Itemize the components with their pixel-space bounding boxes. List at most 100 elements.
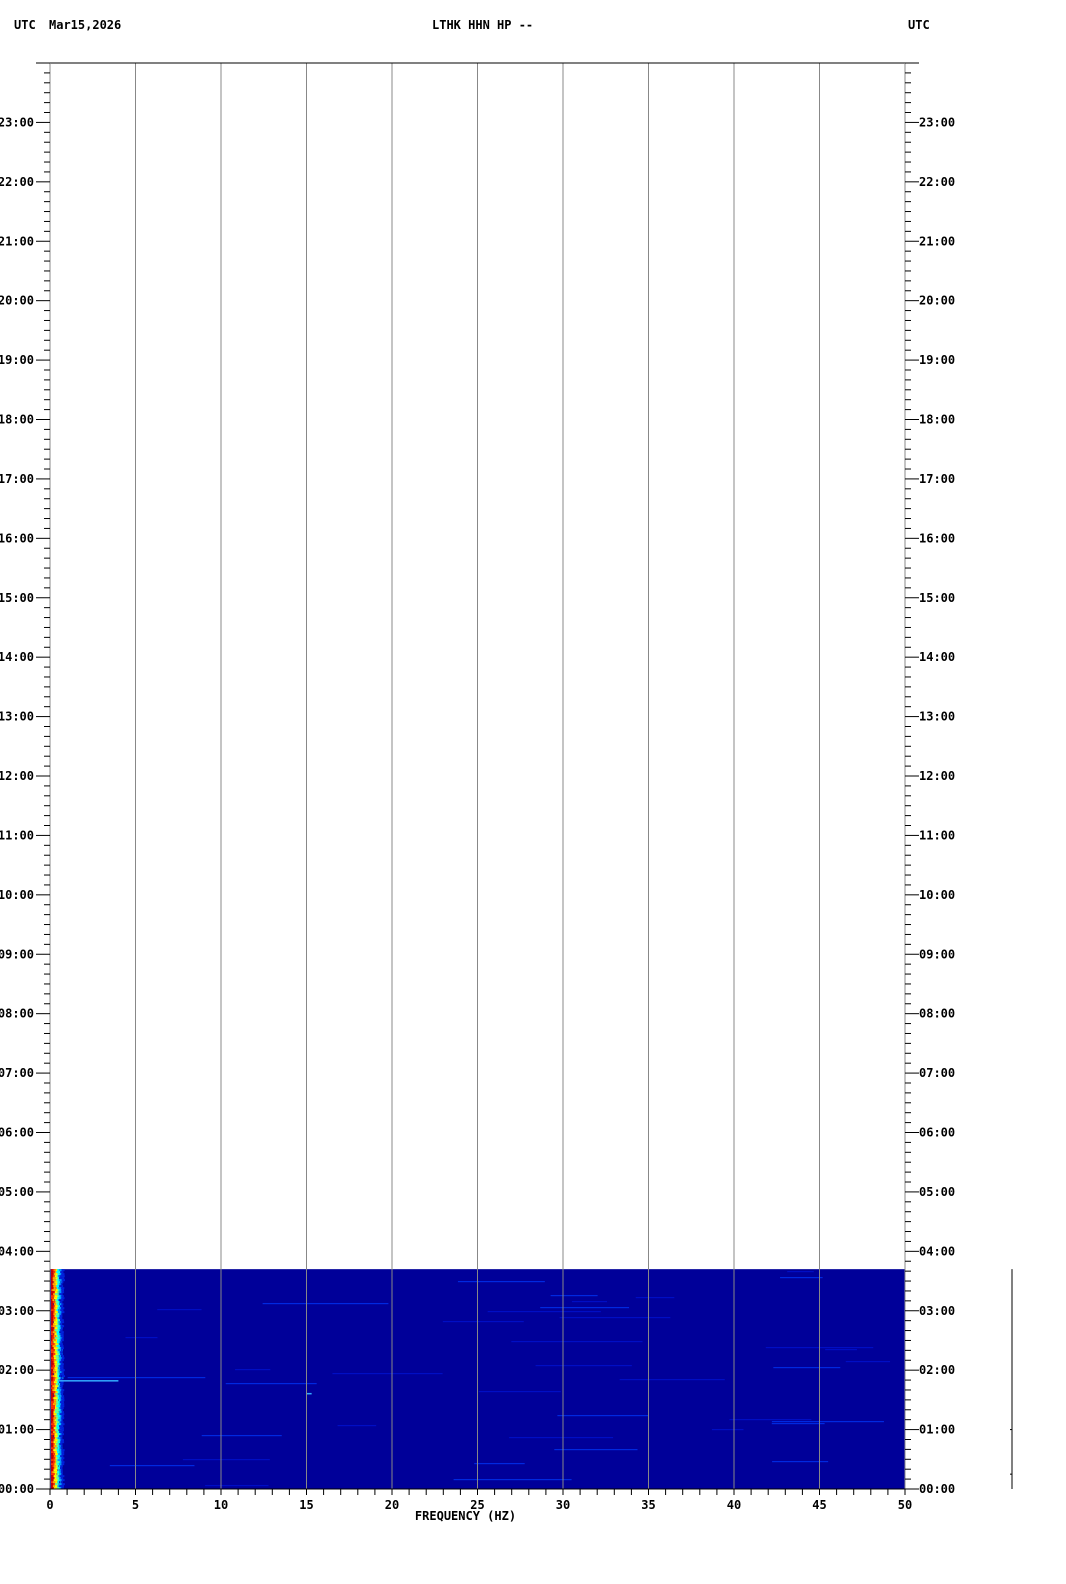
y-tick-label-right: 10:00 xyxy=(919,888,955,902)
spectrogram-cell xyxy=(59,1313,62,1316)
spectrogram-cell xyxy=(51,1329,55,1332)
spectrogram-cell xyxy=(56,1363,60,1366)
spectrogram-cell xyxy=(60,1427,64,1430)
spectrogram-cell xyxy=(51,1373,54,1376)
spectrogram-cell xyxy=(59,1443,62,1446)
spectrogram-cell xyxy=(51,1457,55,1460)
spectrogram-cell xyxy=(52,1339,55,1342)
spectrogram-cell xyxy=(55,1481,58,1484)
spectrogram-cell xyxy=(825,1349,857,1351)
spectrogram-cell xyxy=(53,1357,58,1360)
spectrogram-cell xyxy=(60,1345,64,1348)
spectrogram-cell xyxy=(535,1365,632,1367)
spectrogram-cell xyxy=(55,1363,59,1366)
spectrogram-cell xyxy=(58,1409,62,1412)
spectrogram-cell xyxy=(58,1405,62,1408)
spectrogram-cell xyxy=(58,1401,62,1404)
spectrogram-cell xyxy=(509,1437,614,1439)
spectrogram-cell xyxy=(53,1347,56,1350)
y-tick-label-left: 05:00 xyxy=(0,1185,34,1199)
spectrogram-cell xyxy=(51,1305,55,1308)
spectrogram-cell xyxy=(60,1321,65,1324)
spectrogram-cell xyxy=(55,1415,59,1418)
spectrogram-cell xyxy=(60,1315,63,1318)
spectrogram-cell xyxy=(55,1283,59,1286)
spectrogram-cell xyxy=(337,1425,377,1427)
spectrogram-cell xyxy=(55,1293,58,1296)
spectrogram-cell xyxy=(540,1307,630,1309)
spectrogram-cell xyxy=(56,1399,59,1402)
spectrogram-cell xyxy=(59,1403,62,1406)
spectrogram-cell xyxy=(55,1273,58,1276)
y-tick-label-left: 16:00 xyxy=(0,531,34,545)
spectrogram-cell xyxy=(58,1325,61,1328)
spectrogram-cell xyxy=(57,1305,60,1308)
spectrogram-cell xyxy=(52,1317,57,1320)
spectrogram-cell xyxy=(51,1387,54,1390)
spectrogram-cell xyxy=(60,1323,62,1326)
spectrogram-cell xyxy=(61,1433,65,1436)
spectrogram-cell xyxy=(57,1335,60,1338)
spectrogram-cell xyxy=(58,1329,60,1332)
spectrogram-cell xyxy=(56,1323,58,1326)
spectrogram-cell xyxy=(56,1465,59,1468)
spectrogram-cell xyxy=(61,1349,63,1352)
spectrogram-cell xyxy=(59,1487,63,1490)
spectrogram-cell xyxy=(59,1485,62,1488)
x-tick-label: 15 xyxy=(299,1498,313,1512)
spectrogram-cell xyxy=(58,1363,61,1366)
spectrogram-cell xyxy=(61,1275,65,1278)
spectrogram-cell xyxy=(60,1271,64,1274)
spectrogram-cell xyxy=(61,1285,64,1288)
spectrogram-cell xyxy=(57,1427,61,1430)
spectrogram-cell xyxy=(51,1477,54,1480)
spectrogram-cell xyxy=(59,1331,61,1334)
spectrogram-cell xyxy=(57,1349,60,1352)
spectrogram-cell xyxy=(60,1351,63,1354)
spectrogram-cell xyxy=(57,1415,62,1418)
spectrogram-cell xyxy=(56,1275,59,1278)
y-tick-label-left: 06:00 xyxy=(0,1126,34,1140)
spectrogram-cell xyxy=(60,1287,65,1290)
y-tick-label-left: 03:00 xyxy=(0,1304,34,1318)
spectrogram-cell xyxy=(51,1469,54,1472)
spectrogram-cell xyxy=(60,1341,63,1344)
spectrogram-cell xyxy=(51,1273,54,1276)
spectrogram-cell xyxy=(52,1465,55,1468)
spectrogram-cell xyxy=(56,1477,60,1480)
spectrogram-cell xyxy=(61,1357,65,1360)
y-tick-label-left: 07:00 xyxy=(0,1066,34,1080)
spectrogram-cell xyxy=(55,1315,58,1318)
spectrogram-cell xyxy=(52,1275,56,1278)
spectrogram-cell xyxy=(58,1403,60,1406)
spectrogram-cell xyxy=(60,1385,63,1388)
spectrogram-cell xyxy=(56,1487,60,1490)
spectrogram-cell xyxy=(58,1277,62,1280)
spectrogram-cell xyxy=(59,1435,62,1438)
spectrogram-cell xyxy=(56,1409,61,1412)
spectrogram-cell xyxy=(58,1483,61,1486)
spectrogram-cell xyxy=(60,1433,62,1436)
spectrogram-cell xyxy=(51,1309,55,1312)
spectrogram-cell xyxy=(729,1419,812,1421)
spectrogram-cell xyxy=(60,1455,64,1458)
y-tick-label-left: 15:00 xyxy=(0,591,34,605)
spectrogram-cell xyxy=(442,1321,524,1323)
spectrogram-cell xyxy=(56,1357,59,1360)
spectrogram-cell xyxy=(60,1435,63,1438)
spectrogram-cell xyxy=(56,1349,60,1352)
spectrogram-cell xyxy=(56,1369,60,1372)
spectrogram-cell xyxy=(60,1381,64,1384)
spectrogram-cell xyxy=(52,1345,55,1348)
spectrogram-cell xyxy=(53,1465,57,1468)
spectrogram-cell xyxy=(56,1337,60,1340)
y-tick-label-right: 16:00 xyxy=(919,531,955,545)
spectrogram-cell xyxy=(59,1419,62,1422)
x-tick-label: 45 xyxy=(812,1498,826,1512)
spectrogram-cell xyxy=(58,1339,61,1342)
spectrogram-cell xyxy=(61,1289,65,1292)
spectrogram-cell xyxy=(51,1449,55,1452)
spectrogram-cell xyxy=(56,1407,59,1410)
y-tick-label-left: 18:00 xyxy=(0,413,34,427)
spectrogram-cell xyxy=(59,1287,63,1290)
